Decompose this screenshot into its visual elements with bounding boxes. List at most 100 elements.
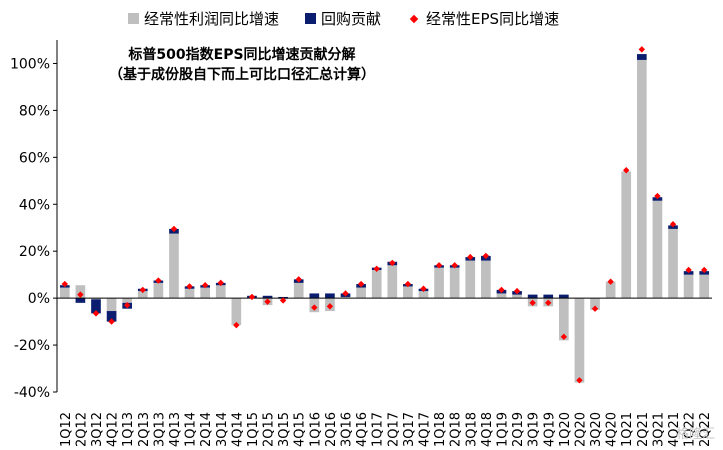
eps-growth-point [123,301,131,309]
x-tick-label: 2Q17 [386,412,401,447]
eps-growth-point [295,276,302,283]
x-tick-label: 4Q15 [293,412,308,447]
eps-growth-point [108,318,115,325]
eps-growth-point [389,259,396,267]
bar-profit-growth [449,267,460,299]
bar-profit-growth [699,274,710,299]
eps-growth-point [529,299,536,307]
x-tick-label: 2Q16 [324,412,339,447]
bar-profit-growth [418,291,429,299]
bar-profit-growth [200,287,210,299]
bar-profit-growth [512,294,522,299]
x-tick-label: 1Q21 [620,412,635,447]
eps-growth-point [248,293,256,301]
eps-growth-point [607,278,614,285]
y-tick-label: -40% [14,385,50,401]
x-tick-label: 4Q12 [106,412,121,447]
x-tick-label: 1Q14 [184,412,199,447]
bar-profit-growth [574,298,585,383]
eps-growth-point [623,167,630,174]
eps-growth-point [685,266,692,274]
bar-buyback-contribution [636,54,647,60]
legend-label-eps-growth: 经常性EPS同比增速 [426,10,560,28]
bar-profit-growth [465,260,476,299]
x-tick-label: 1Q22 [683,412,698,447]
bar-buyback-contribution [75,298,86,303]
bar-profit-growth [169,233,179,299]
watermark: 格隆汇 [675,427,715,442]
y-tick-label: 80% [19,103,50,119]
x-tick-label: 4Q21 [667,412,682,447]
eps-growth-point [482,252,490,260]
x-tick-label: 2Q15 [262,412,277,447]
x-tick-label: 3Q17 [402,412,417,447]
legend-swatch-navy [305,13,317,24]
eps-growth-point [638,46,646,53]
x-tick-label: 2Q14 [199,412,214,447]
x-tick-label: 4Q18 [480,412,495,447]
y-tick-label: 0% [28,291,50,307]
x-tick-label: 1Q17 [371,412,386,447]
eps-growth-point [77,291,84,298]
bar-profit-growth [293,282,304,299]
x-tick-label: 3Q14 [215,412,230,447]
chart-legend: 经常性利润同比增速 回购贡献 经常性EPS同比增速 [128,8,559,29]
legend-label-buyback: 回购贡献 [321,10,382,28]
x-tick-label: 1Q15 [246,412,261,447]
legend-item-eps-growth: 经常性EPS同比增速 [407,8,559,29]
eps-growth-point [279,297,287,304]
bar-profit-growth [137,291,148,299]
eps-growth-point [233,321,240,329]
legend-swatch-gray [128,13,139,24]
x-tick-label: 2Q21 [636,412,651,447]
bar-profit-growth [184,288,195,299]
x-tick-label: 2Q18 [449,412,464,447]
eps-growth-point [404,280,412,288]
x-tick-label: 2Q19 [511,412,526,447]
bar-profit-growth [356,287,366,299]
eps-growth-point [701,266,708,274]
eps-growth-point [92,310,100,317]
chart-title-block: 标普500指数EPS同比增速贡献分解 （基于成份股自下而上可比口径汇总计算） [92,45,392,85]
eps-growth-point [654,192,661,200]
chart-title: 标普500指数EPS同比增速贡献分解 [128,47,356,63]
bar-profit-growth [621,171,632,299]
x-tick-label: 4Q13 [168,412,183,447]
bar-profit-growth [636,59,647,299]
legend-label-profit-growth: 经常性利润同比增速 [144,10,280,28]
eps-growth-point [513,287,521,295]
legend-item-profit-growth: 经常性利润同比增速 [128,8,279,29]
bar-profit-growth [106,298,117,312]
x-tick-label: 1Q16 [308,412,323,447]
bar-profit-growth [683,274,694,299]
x-tick-label: 2Q20 [573,412,588,447]
bar-buyback-contribution [559,294,569,299]
eps-growth-point [311,304,318,311]
x-tick-label: 3Q20 [589,412,604,447]
x-tick-label: 2Q13 [137,412,152,447]
chart-subtitle: （基于成份股自下而上可比口径汇总计算） [109,67,375,83]
x-tick-label: 4Q16 [355,412,370,447]
bar-profit-growth [371,269,382,299]
x-tick-label: 1Q12 [59,412,74,447]
eps-growth-point [576,377,583,384]
bar-buyback-contribution [325,293,335,299]
bar-profit-growth [153,282,164,299]
x-tick-label: 1Q18 [433,412,448,447]
eps-growth-point [545,299,552,307]
x-tick-label: 4Q20 [605,412,620,447]
x-tick-label: 4Q19 [542,412,557,447]
x-tick-label: 4Q17 [417,412,432,447]
bar-profit-growth [231,298,242,326]
eps-growth-point [560,333,568,341]
bar-profit-growth [403,286,413,299]
eps-growth-point [264,298,271,305]
y-tick-label: 20% [19,244,50,260]
x-tick-label: 3Q18 [464,412,479,447]
legend-item-buyback: 回购贡献 [305,8,381,29]
eps-growth-point [591,305,599,312]
y-tick-label: 100% [10,56,50,72]
x-tick-label: 1Q20 [558,412,573,447]
